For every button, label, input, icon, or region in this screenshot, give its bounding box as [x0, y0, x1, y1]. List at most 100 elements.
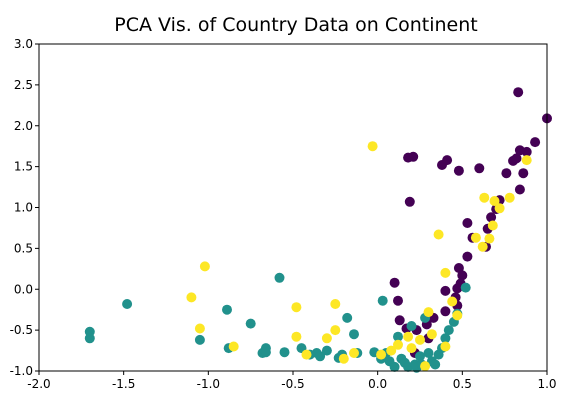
data-point-series-3-8 [301, 349, 312, 360]
data-point-series-2-48 [415, 351, 425, 362]
data-point-series-3-13 [349, 348, 359, 358]
data-point-series-3-31 [494, 203, 505, 214]
data-point-series-3-23 [440, 267, 451, 278]
data-point-series-3-30 [489, 196, 500, 206]
data-point-series-2-12 [279, 347, 290, 358]
data-point-series-3-12 [338, 353, 349, 364]
data-point-series-2-20 [342, 312, 353, 323]
data-point-series-3-1 [367, 141, 378, 152]
y-tick-label-4: 0.5 [14, 241, 33, 255]
x-tick-label-4: -0.5 [281, 377, 304, 391]
data-point-series-1-17 [462, 218, 473, 228]
data-point-series-3-16 [393, 339, 403, 350]
data-point-series-3-9 [321, 333, 332, 344]
x-tick-label-7: 1.0 [537, 377, 556, 391]
data-point-series-3-20 [420, 361, 431, 372]
data-point-series-2-43 [443, 325, 454, 336]
data-point-series-1-42 [518, 168, 529, 179]
data-point-series-2-42 [440, 333, 451, 344]
data-point-series-3-3 [186, 292, 197, 303]
data-point-series-2-4 [194, 334, 205, 345]
plot-area-frame [38, 43, 548, 372]
x-tick-label-5: 0.0 [368, 377, 387, 391]
data-point-series-2-5 [222, 304, 232, 315]
data-point-series-1-27 [389, 277, 400, 288]
data-point-series-2-25 [377, 295, 388, 306]
data-point-series-2-3 [122, 299, 133, 309]
data-point-series-1-21 [462, 251, 473, 262]
data-point-series-1-2 [403, 152, 414, 163]
y-tick-label-7: 2.0 [14, 119, 33, 133]
data-point-series-2-37 [423, 348, 434, 358]
data-point-series-1-12 [511, 153, 522, 164]
data-point-series-3-22 [433, 229, 444, 240]
data-point-series-3-29 [487, 220, 498, 231]
data-point-series-1-34 [394, 315, 405, 326]
data-point-series-3-27 [479, 192, 490, 203]
data-point-series-3-7 [291, 331, 302, 342]
data-point-series-2-11 [274, 272, 285, 283]
y-tick-label-3: 0.0 [14, 282, 33, 296]
data-point-series-3-5 [228, 341, 239, 352]
x-tick-label-2: -1.5 [112, 377, 135, 391]
data-point-series-1-13 [514, 145, 525, 156]
points-layer [84, 87, 552, 373]
data-point-series-3-24 [447, 296, 458, 307]
data-point-series-3-36 [470, 232, 481, 243]
data-point-series-1-29 [440, 306, 451, 317]
data-point-series-2-2 [84, 333, 95, 344]
data-point-series-2-16 [315, 351, 326, 362]
data-point-series-3-2 [199, 261, 210, 272]
data-point-series-2-28 [389, 361, 400, 372]
data-point-series-3-35 [440, 341, 451, 352]
data-point-series-1-28 [393, 295, 403, 306]
data-point-series-2-17 [321, 345, 332, 356]
data-point-series-3-4 [194, 323, 205, 334]
data-point-series-1-8 [513, 87, 524, 98]
y-tick-label-5: 1.0 [14, 201, 33, 215]
data-point-series-3-18 [406, 343, 417, 354]
y-tick-label-6: 1.5 [14, 160, 33, 174]
data-point-series-1-5 [453, 165, 464, 176]
data-point-series-2-7 [245, 318, 256, 329]
x-tick-label-3: -1.0 [197, 377, 220, 391]
y-tick-label-1: -1.0 [10, 364, 33, 378]
data-point-series-1-16 [404, 196, 415, 207]
data-point-series-2-32 [406, 321, 417, 331]
data-point-series-2-10 [260, 347, 271, 358]
y-tick-label-9: 3.0 [14, 37, 33, 51]
data-point-series-3-34 [423, 307, 434, 318]
data-point-series-1-10 [530, 137, 541, 148]
data-point-series-1-14 [501, 168, 512, 179]
data-point-series-3-6 [291, 302, 302, 313]
axis-ticks: -2.0 -1.5 -1.0 -0.5 0.0 0.5 1.0 -1.0 -0.5 0.0 0.5 1… [10, 37, 557, 391]
data-point-series-3-32 [504, 192, 515, 203]
data-point-series-3-11 [330, 325, 341, 336]
data-point-series-3-10 [330, 299, 341, 309]
chart-title: PCA Vis. of Country Data on Continent [114, 14, 478, 36]
y-tick-label-2: -0.5 [10, 323, 33, 337]
data-point-series-1-6 [474, 163, 485, 174]
data-point-series-1-15 [514, 184, 525, 195]
data-point-series-3-26 [477, 241, 488, 252]
data-point-series-3-14 [376, 349, 387, 360]
data-point-series-3-28 [484, 233, 495, 244]
data-point-series-1-23 [457, 270, 468, 281]
data-point-series-2-39 [430, 359, 441, 370]
data-point-series-1-39 [486, 212, 497, 223]
data-point-series-3-17 [403, 331, 414, 342]
data-point-series-3-21 [426, 329, 437, 340]
x-tick-label-1: -2.0 [27, 377, 50, 391]
data-point-series-1-26 [440, 285, 451, 296]
data-point-series-2-21 [349, 329, 359, 340]
y-tick-label-8: 2.5 [14, 78, 33, 92]
data-point-series-3-33 [521, 155, 532, 166]
data-point-series-1-4 [442, 155, 453, 166]
data-point-series-3-25 [452, 310, 463, 321]
x-tick-label-6: 0.5 [453, 377, 472, 391]
data-point-series-3-15 [386, 345, 397, 356]
data-point-series-2-46 [460, 282, 471, 293]
data-point-series-3-19 [415, 334, 425, 345]
